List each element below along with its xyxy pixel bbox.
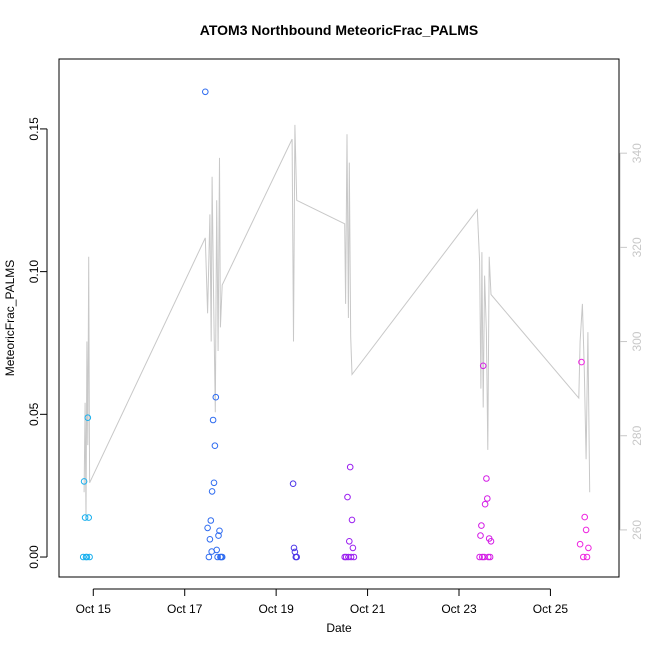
data-point	[581, 513, 589, 521]
data-point	[209, 416, 217, 424]
data-point	[290, 544, 298, 552]
data-point	[85, 514, 92, 521]
data-point	[484, 495, 491, 502]
x-tick-label: Oct 25	[533, 602, 569, 616]
data-point	[350, 553, 358, 561]
data-point	[83, 553, 91, 561]
data-point	[585, 544, 592, 552]
data-point	[477, 532, 484, 539]
data-point	[218, 553, 226, 561]
chart-title: ATOM3 Northbound MeteoricFrac_PALMS	[200, 22, 478, 38]
data-point	[582, 526, 590, 534]
data-point	[212, 393, 220, 401]
data-point	[204, 524, 211, 532]
data-point	[214, 553, 221, 561]
data-point	[80, 478, 88, 485]
data-point	[211, 442, 219, 450]
data-point	[202, 88, 209, 96]
x-tick-label: Oct 23	[441, 602, 477, 616]
plot-frame	[58, 58, 620, 578]
data-point	[293, 553, 301, 561]
y2-tick-label: 300	[630, 331, 644, 351]
data-point	[583, 553, 591, 561]
data-point	[81, 514, 89, 521]
data-point	[476, 553, 483, 561]
data-point	[576, 540, 584, 548]
data-point	[210, 479, 218, 487]
x-tick-label: Oct 21	[350, 602, 386, 616]
data-point	[79, 553, 87, 561]
y2-tick-label: 280	[630, 425, 644, 445]
y-tick-label: 0.00	[27, 545, 41, 569]
data-point	[216, 527, 223, 535]
data-point	[206, 536, 214, 543]
data-point	[348, 516, 356, 524]
y2-tick-label: 320	[630, 237, 644, 257]
data-point	[349, 544, 357, 552]
data-point	[342, 553, 350, 561]
data-point	[208, 488, 216, 495]
data-point	[346, 463, 354, 471]
data-point	[478, 522, 485, 529]
data-point	[485, 553, 492, 561]
data-point	[207, 517, 215, 524]
data-point	[86, 553, 93, 561]
secondary-series-line	[83, 124, 591, 521]
data-point	[483, 475, 490, 482]
data-point	[479, 362, 487, 370]
data-point	[205, 553, 213, 561]
data-point	[486, 553, 494, 561]
y-axis-label: MeteoricFrac_PALMS	[3, 260, 17, 376]
line-layer	[83, 124, 591, 521]
data-point	[289, 480, 297, 488]
x-axis-label: Date	[326, 621, 352, 635]
data-point	[215, 532, 222, 539]
data-point	[487, 538, 495, 545]
y2-tick-label: 260	[630, 520, 644, 540]
data-point	[347, 553, 355, 561]
data-point	[346, 538, 353, 545]
data-point	[578, 358, 585, 366]
y-tick-label: 0.15	[27, 117, 41, 141]
y2-tick-label: 340	[630, 143, 644, 163]
data-point	[84, 414, 92, 422]
y-tick-label: 0.10	[27, 260, 41, 284]
x-tick-label: Oct 19	[258, 602, 294, 616]
points-layer	[79, 88, 592, 561]
x-tick-label: Oct 17	[167, 602, 203, 616]
y-tick-label: 0.05	[27, 402, 41, 426]
data-point	[344, 493, 351, 501]
x-tick-label: Oct 15	[76, 602, 112, 616]
data-point	[481, 500, 489, 508]
data-point	[580, 553, 587, 561]
axes-layer: Oct 15 Oct 17 Oct 19 Oct 21 Oct 23 Oct 25 0.00…	[27, 117, 644, 616]
data-point	[213, 546, 220, 554]
